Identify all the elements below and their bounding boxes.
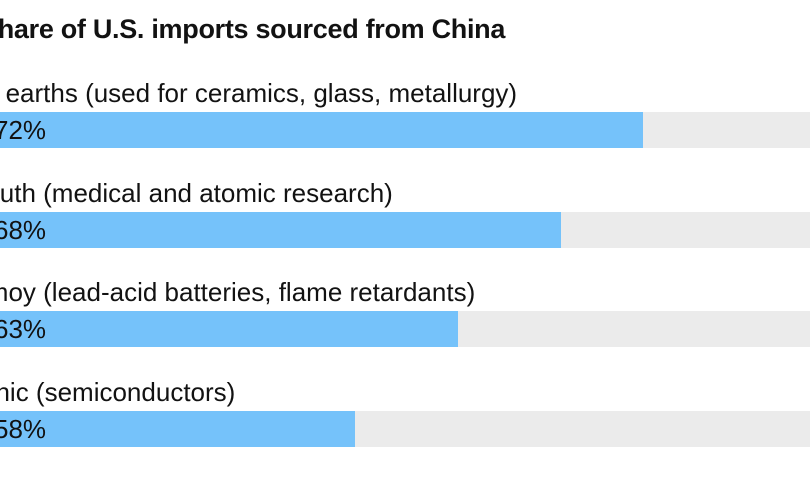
category-label: Antimoy (lead-acid batteries, flame reta… <box>0 277 476 307</box>
bar-track: 68% <box>0 212 810 248</box>
data-label: 68% <box>0 215 47 245</box>
data-label: 63% <box>0 314 47 344</box>
bar <box>0 411 355 447</box>
bar-track: 58% <box>0 411 810 447</box>
bar <box>0 311 458 347</box>
chart-title: Share of U.S. imports sourced from China <box>0 14 506 44</box>
category-label: Arsenic (semiconductors) <box>0 377 236 407</box>
bar <box>0 112 644 148</box>
category-label: Bismuth (medical and atomic research) <box>0 178 393 208</box>
bar <box>0 212 561 248</box>
category-label: Rare earths (used for ceramics, glass, m… <box>0 78 518 108</box>
bar-track: 63% <box>0 311 810 347</box>
bar-track: 72% <box>0 112 810 148</box>
data-label: 58% <box>0 414 47 444</box>
data-label: 72% <box>0 115 47 145</box>
